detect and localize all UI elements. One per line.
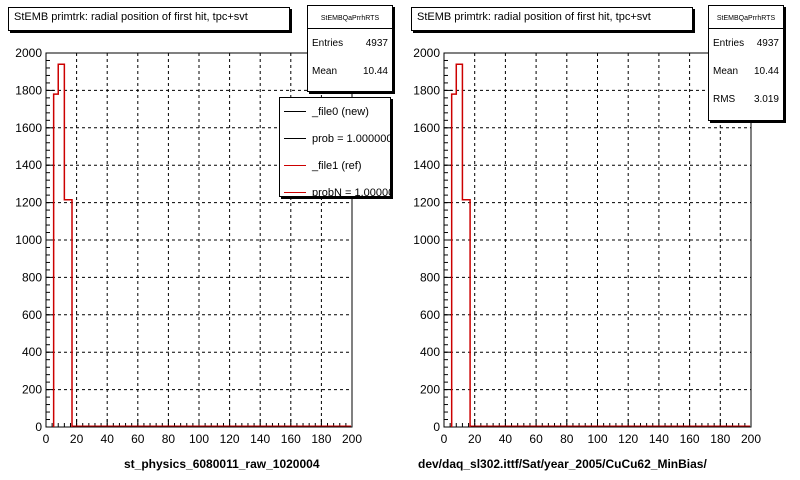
- histogram-bin: [462, 200, 470, 427]
- histogram-series: [52, 63, 73, 427]
- y-tick-label: 0: [35, 420, 42, 434]
- y-tick-label: 1200: [15, 196, 42, 210]
- x-tick-label: 80: [560, 432, 574, 446]
- right-stats-mean-row: Mean 10.44: [709, 57, 783, 85]
- left-stats-name: StEMBQaPrrhRTS: [308, 6, 392, 29]
- x-tick-label: 0: [43, 432, 50, 446]
- stats-value: 4937: [365, 37, 388, 49]
- x-tick-label: 140: [250, 432, 270, 446]
- y-tick-label: 0: [433, 420, 440, 434]
- left-histogram-panel: 0 20 40 60 80 100 120 140 160 180 2000200400600800…: [15, 46, 362, 446]
- legend-swatch: [284, 111, 306, 112]
- right-chart-title: StEMB primtrk: radial position of first …: [411, 7, 693, 31]
- x-tick-label: 60: [131, 432, 145, 446]
- right-stats-entries-row: Entries 4937: [709, 29, 783, 57]
- x-tick-label: 180: [710, 432, 730, 446]
- x-tick-label: 0: [441, 432, 448, 446]
- stats-value: 10.44: [362, 65, 388, 77]
- x-tick-label: 20: [70, 432, 84, 446]
- left-chart-title-text: StEMB primtrk: radial position of first …: [14, 11, 248, 23]
- legend-label: _file0 (new): [312, 105, 369, 118]
- stats-value: 3.019: [753, 93, 779, 105]
- right-stats-name: StEMBQaPrrhRTS: [709, 6, 783, 29]
- y-tick-label: 200: [420, 383, 440, 397]
- x-tick-label: 140: [649, 432, 669, 446]
- y-tick-label: 400: [420, 345, 440, 359]
- histogram-bin: [58, 64, 64, 427]
- left-stats-mean-row: Mean 10.44: [308, 57, 392, 85]
- left-legend: _file0 (new) prob = 1.000000 _file1 (ref…: [279, 97, 391, 197]
- legend-entry: _file1 (ref): [280, 152, 390, 179]
- y-tick-label: 1400: [15, 158, 42, 172]
- stats-label: Entries: [312, 37, 344, 49]
- y-tick-label: 1400: [413, 158, 440, 172]
- y-tick-label: 1600: [15, 121, 42, 135]
- stats-value: 4937: [756, 37, 779, 49]
- y-tick-label: 1800: [15, 83, 42, 97]
- stats-label: Mean: [312, 65, 338, 77]
- legend-entry: prob = 1.000000: [280, 125, 390, 152]
- histogram-series: [450, 63, 471, 427]
- legend-label: probN = 1.000000: [312, 186, 390, 197]
- x-tick-label: 60: [529, 432, 543, 446]
- left-stats-entries-row: Entries 4937: [308, 29, 392, 57]
- legend-swatch: [284, 138, 306, 139]
- y-tick-label: 1000: [413, 233, 440, 247]
- right-x-axis-label: dev/daq_sl302.ittf/Sat/year_2005/CuCu62_…: [418, 457, 707, 471]
- x-tick-label: 120: [220, 432, 240, 446]
- y-tick-label: 1200: [413, 196, 440, 210]
- legend-entry: probN = 1.000000: [280, 179, 390, 197]
- legend-label: prob = 1.000000: [312, 132, 391, 145]
- y-tick-label: 600: [22, 308, 42, 322]
- y-tick-label: 400: [22, 345, 42, 359]
- y-tick-label: 200: [22, 383, 42, 397]
- x-tick-label: 200: [342, 432, 362, 446]
- x-tick-label: 200: [741, 432, 761, 446]
- stats-label: RMS: [713, 93, 736, 105]
- x-tick-label: 40: [499, 432, 513, 446]
- right-stats-rms-row: RMS 3.019: [709, 85, 783, 113]
- x-tick-label: 40: [101, 432, 115, 446]
- legend-swatch: [284, 192, 306, 193]
- x-tick-label: 100: [587, 432, 607, 446]
- y-tick-label: 1600: [413, 121, 440, 135]
- x-tick-label: 180: [311, 432, 331, 446]
- x-tick-label: 80: [162, 432, 176, 446]
- legend-label: _file1 (ref): [312, 159, 362, 172]
- stats-value: 10.44: [753, 65, 779, 77]
- x-tick-label: 100: [189, 432, 209, 446]
- y-tick-label: 2000: [413, 46, 440, 60]
- x-tick-label: 120: [618, 432, 638, 446]
- y-tick-label: 1000: [15, 233, 42, 247]
- y-tick-label: 600: [420, 308, 440, 322]
- legend-entry: _file0 (new): [280, 98, 390, 125]
- y-tick-label: 1800: [413, 83, 440, 97]
- x-tick-label: 160: [281, 432, 301, 446]
- y-tick-label: 2000: [15, 46, 42, 60]
- y-tick-label: 800: [420, 270, 440, 284]
- histogram-bin: [64, 200, 72, 427]
- x-tick-label: 20: [468, 432, 482, 446]
- right-stats-box: StEMBQaPrrhRTS Entries 4937 Mean 10.44 R…: [708, 5, 784, 121]
- legend-swatch: [284, 165, 306, 166]
- right-chart-title-text: StEMB primtrk: radial position of first …: [417, 11, 651, 23]
- stats-label: Entries: [713, 37, 745, 49]
- histogram-bin: [456, 64, 462, 427]
- left-x-axis-label: st_physics_6080011_raw_1020004: [124, 457, 320, 471]
- y-tick-label: 800: [22, 270, 42, 284]
- stats-label: Mean: [713, 65, 739, 77]
- left-chart-title: StEMB primtrk: radial position of first …: [8, 7, 290, 31]
- x-tick-label: 160: [680, 432, 700, 446]
- right-histogram-panel: 0 20 40 60 80 100 120 140 160 180 2000200400600800…: [413, 46, 761, 446]
- left-stats-box: StEMBQaPrrhRTS Entries 4937 Mean 10.44: [307, 5, 393, 92]
